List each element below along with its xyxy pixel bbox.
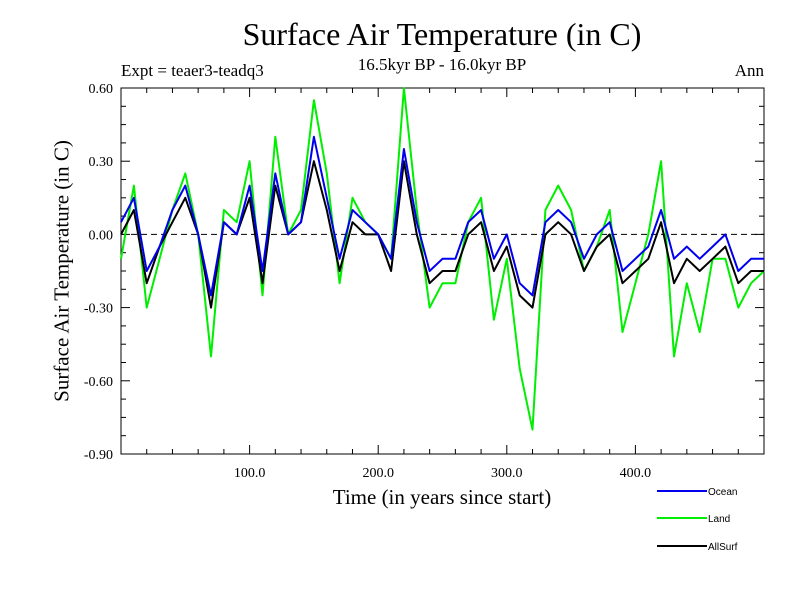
- y-tick-label: 0.30: [89, 155, 114, 170]
- x-tick-label: 300.0: [491, 466, 523, 481]
- y-tick-label: -0.90: [84, 448, 113, 463]
- legend-label-ocean: Ocean: [708, 487, 737, 498]
- experiment-label: Expt = teaer3-teadq3: [121, 61, 264, 80]
- series-line-land: [120, 87, 765, 431]
- x-tick-label: 200.0: [362, 466, 394, 481]
- y-tick-label: 0.60: [89, 82, 114, 97]
- y-tick-label: -0.30: [84, 302, 113, 317]
- legend-label-land: Land: [708, 514, 730, 525]
- legend-label-allsurf: AllSurf: [708, 542, 738, 553]
- chart-subtitle: 16.5kyr BP - 16.0kyr BP: [357, 55, 527, 74]
- series-line-ocean: [120, 135, 764, 297]
- x-tick-label: 100.0: [234, 466, 266, 481]
- season-label: Ann: [734, 61, 764, 80]
- y-tick-label: 0.00: [89, 228, 114, 243]
- x-axis-label: Time (in years since start): [332, 485, 552, 509]
- y-tick-label: -0.60: [84, 375, 113, 390]
- x-tick-label: 400.0: [620, 466, 652, 481]
- chart-title: Surface Air Temperature (in C): [242, 16, 642, 52]
